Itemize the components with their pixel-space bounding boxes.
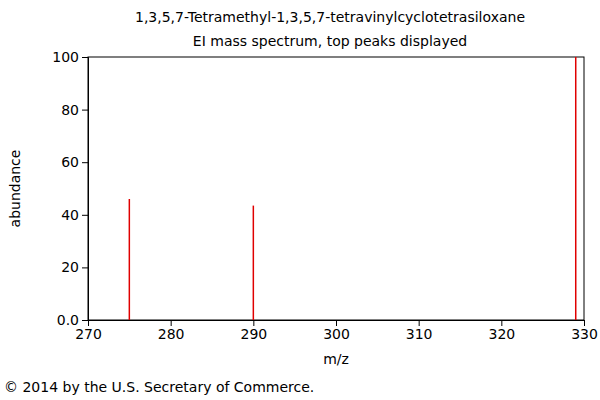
y-tick-label: 40 (61, 207, 79, 223)
x-tick: 280 (158, 320, 185, 342)
y-tick-label: 100 (52, 49, 79, 65)
peak (575, 57, 577, 320)
y-tick-mark (82, 215, 88, 216)
y-tick-mark (82, 57, 88, 58)
peaks (129, 57, 575, 320)
y-tick: 60 (61, 154, 88, 170)
y-tick: 20 (61, 259, 88, 275)
x-tick-label: 280 (158, 326, 185, 342)
y-axis-line (82, 58, 89, 321)
x-axis-label: m/z (323, 351, 349, 367)
x-tick: 300 (323, 320, 350, 342)
annotation: © 2014 by the U.S. Secretary of Commerce… (4, 379, 314, 395)
chart: 1,3,5,7-Tetramethyl-1,3,5,7-tetravinylcy… (0, 0, 600, 400)
y-tick-mark (82, 110, 88, 111)
y-tick: 0.0 (57, 312, 88, 328)
peak (253, 206, 255, 320)
x-tick: 310 (406, 320, 433, 342)
title: 1,3,5,7-Tetramethyl-1,3,5,7-tetravinylcy… (135, 9, 525, 25)
x-tick-label: 310 (406, 326, 433, 342)
y-tick-mark (82, 267, 88, 268)
x-tick-label: 270 (75, 326, 102, 342)
peak (129, 199, 131, 320)
y-axis-label: abundance (7, 150, 23, 228)
y-tick-mark (82, 162, 88, 163)
x-tick: 320 (488, 320, 515, 342)
y-tick: 40 (61, 207, 88, 223)
y-tick-label: 80 (61, 102, 79, 118)
x-tick: 290 (240, 320, 267, 342)
x-tick-label: 300 (323, 326, 350, 342)
x-axis: 270 280 290 300 310 320 330 (75, 320, 598, 342)
y-tick: 100 (52, 49, 88, 65)
y-tick: 80 (61, 102, 88, 118)
x-tick: 270 (75, 320, 102, 342)
plot-frame (88, 57, 584, 320)
y-tick-mark (82, 320, 88, 321)
y-tick-label: 60 (61, 154, 79, 170)
x-tick: 330 (571, 320, 598, 342)
x-tick-label: 330 (571, 326, 598, 342)
y-tick-label: 20 (61, 259, 79, 275)
x-tick-label: 290 (240, 326, 267, 342)
subtitle: EI mass spectrum, top peaks displayed (193, 33, 467, 49)
y-axis: 0.0 20 40 60 80 100 (52, 49, 88, 328)
y-tick-label: 0.0 (57, 312, 79, 328)
x-tick-label: 320 (488, 326, 515, 342)
